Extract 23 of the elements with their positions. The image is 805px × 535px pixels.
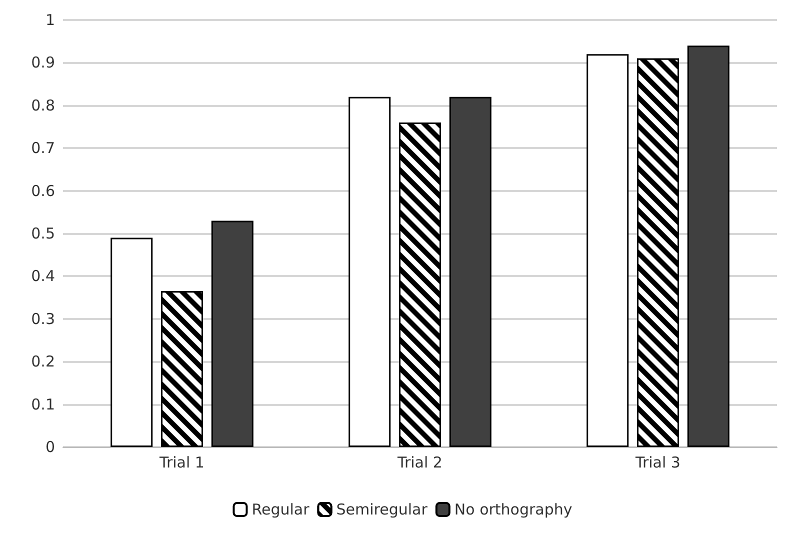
legend-label: Semiregular [336,500,428,518]
y-tick-label: 0.5 [31,224,55,242]
y-tick-label: 0.4 [31,267,55,286]
x-tick-label: Trial 1 [158,454,204,472]
bar [586,54,629,447]
bar [348,96,391,447]
bar [687,46,730,447]
y-tick-label: 0.8 [31,96,55,114]
y-tick-label: 0.2 [31,352,55,371]
y-tick-label: 0.6 [31,182,55,200]
y-tick-label: 1 [45,11,55,29]
y-tick-label: 0.3 [31,310,55,328]
y-tick-label: 0.9 [31,54,55,72]
y-tick-label: 0.1 [31,395,55,414]
bar [110,238,153,447]
x-tick-label: Trial 2 [396,454,442,472]
legend-label: Regular [252,500,310,518]
x-tick-label: Trial 3 [634,454,680,472]
bar [449,96,492,447]
legend-label: No orthography [454,500,572,518]
y-tick-label: 0.7 [31,139,55,158]
bar [211,220,254,447]
y-tick-label: 0 [45,438,55,456]
